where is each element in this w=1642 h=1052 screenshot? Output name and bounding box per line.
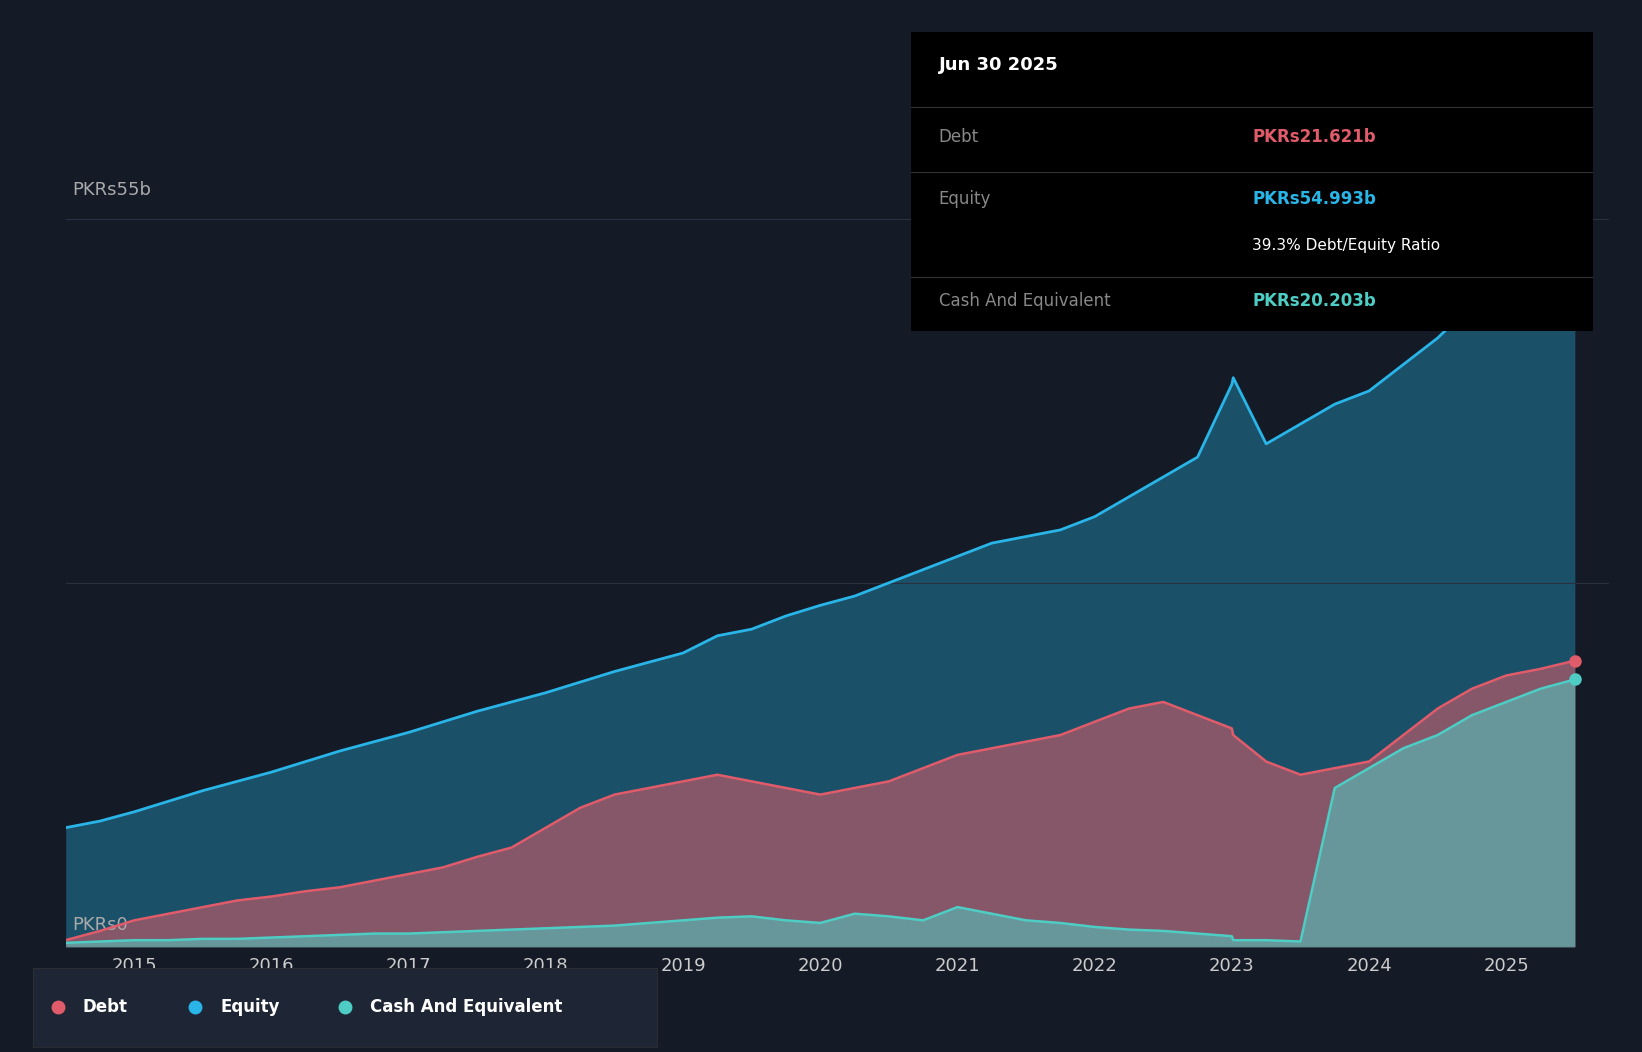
Text: Jun 30 2025: Jun 30 2025 <box>939 56 1059 74</box>
Text: PKRs55b: PKRs55b <box>72 181 151 199</box>
Text: Cash And Equivalent: Cash And Equivalent <box>939 292 1110 310</box>
Text: PKRs54.993b: PKRs54.993b <box>1253 190 1376 208</box>
Text: Debt: Debt <box>82 998 128 1016</box>
Text: PKRs21.621b: PKRs21.621b <box>1253 127 1376 145</box>
Text: Equity: Equity <box>220 998 279 1016</box>
Text: Cash And Equivalent: Cash And Equivalent <box>369 998 562 1016</box>
Text: 39.3% Debt/Equity Ratio: 39.3% Debt/Equity Ratio <box>1253 239 1440 254</box>
Text: Equity: Equity <box>939 190 990 208</box>
Text: PKRs20.203b: PKRs20.203b <box>1253 292 1376 310</box>
Text: Debt: Debt <box>939 127 979 145</box>
Text: PKRs0: PKRs0 <box>72 915 128 933</box>
